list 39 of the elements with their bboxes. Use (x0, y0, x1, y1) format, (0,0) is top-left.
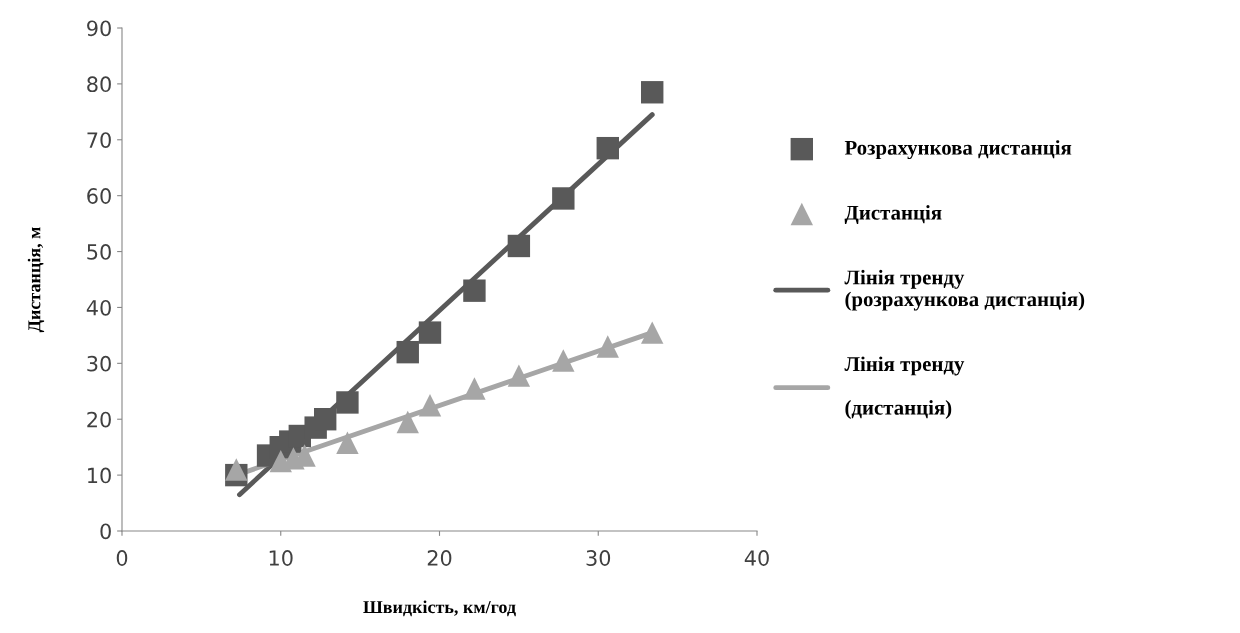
point (396, 340, 419, 364)
y-tick-label: 0 (100, 523, 111, 540)
legend-label: Лінія тренду (розрахункова дистанція) (844, 269, 1085, 311)
y-tick-label: 10 (88, 467, 111, 484)
point (396, 410, 419, 434)
y-tick-label: 60 (87, 188, 111, 204)
legend-label: Лінія тренду (дистанція) (844, 356, 965, 419)
y-tick-label: 90 (87, 20, 111, 37)
point (596, 335, 619, 358)
point (641, 81, 664, 104)
point (507, 364, 531, 387)
point (641, 321, 664, 344)
point (336, 431, 359, 454)
x-tick-label: 10 (269, 550, 293, 566)
legend-label: Розрахункова дистанція (844, 140, 1072, 160)
point (552, 349, 575, 372)
point (507, 234, 531, 258)
x-axis-title: Швидкість, км/год (363, 600, 516, 617)
y-tick-label: 80 (87, 76, 111, 93)
y-tick-label: 70 (87, 132, 111, 148)
x-tick-label: 40 (744, 550, 769, 566)
y-tick-label: 40 (86, 299, 111, 316)
point (225, 458, 248, 481)
x-tick-label: 30 (586, 550, 611, 566)
y-axis-title: Дистанція, м (27, 227, 45, 333)
y-tick-label: 50 (87, 244, 111, 260)
x-tick-label: 0 (116, 550, 128, 566)
point (596, 136, 619, 160)
y-tick-label: 20 (87, 411, 111, 428)
point (314, 408, 337, 431)
x-tick-label: 20 (427, 550, 452, 566)
y-tick-label: 30 (87, 355, 111, 372)
point (336, 391, 359, 414)
point (418, 394, 442, 417)
point (463, 279, 486, 302)
point (463, 377, 486, 400)
point (552, 187, 575, 210)
point (418, 321, 442, 344)
legend-label: Дистанція (844, 205, 942, 224)
